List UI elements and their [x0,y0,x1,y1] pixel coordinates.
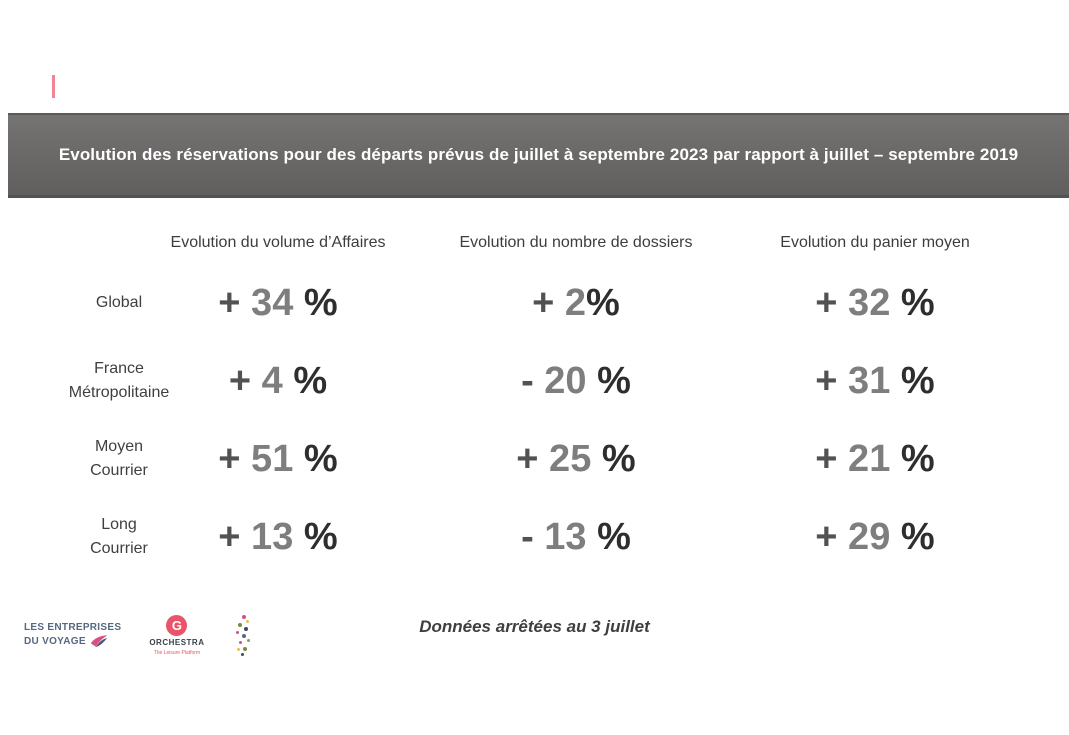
sign: - [521,359,534,402]
value-cell-global-dossiers: + 2% [532,282,620,325]
orchestra-logo: G ORCHESTRA The Leisure Platform [149,615,204,657]
percent-sign: % [293,515,338,558]
value-cell-france-dossiers: - 20 % [521,360,631,403]
column-header-panier-moyen: Evolution du panier moyen [780,234,970,251]
scan-artifact-red-tick [52,75,55,98]
sign: + [815,359,838,402]
title-banner: Evolution des réservations pour des dépa… [8,113,1069,198]
les-entreprises-du-voyage-logo: LES ENTREPRISES DU VOYAGE [24,622,121,651]
row-label-france-metropolitaine: France Métropolitaine [68,360,170,401]
value-number: 20 [533,359,587,402]
value-number: 13 [240,515,294,558]
value-number: 34 [240,281,294,324]
percent-sign: % [586,281,620,324]
percent-sign: % [591,437,636,480]
value-cell-long-volume: + 13 % [218,516,337,559]
value-number: 2 [554,281,587,324]
sign: + [218,515,241,558]
sign: - [521,515,534,558]
percent-sign: % [293,281,338,324]
sign: + [532,281,555,324]
value-cell-moyen-panier: + 21 % [815,438,934,481]
value-cell-france-panier: + 31 % [815,360,934,403]
value-number: 13 [533,515,587,558]
sign: + [228,359,252,402]
row-label-global: Global [95,294,143,311]
value-number: 51 [240,437,294,480]
value-number: 32 [837,281,891,324]
value-number: 4 [251,359,283,402]
sign: + [218,281,241,324]
sign: + [218,437,241,480]
footer-note: Données arrêtées au 3 juillet [419,617,650,636]
value-cell-france-volume: + 4 % [229,360,327,403]
bird-icon [89,634,109,651]
sign: + [516,437,539,480]
row-label-moyen-courrier: Moyen Courrier [90,438,148,479]
value-number: 29 [837,515,891,558]
orchestra-badge-icon: G [166,615,188,636]
value-cell-global-panier: + 32 % [815,282,934,325]
value-number: 21 [837,437,891,480]
value-cell-global-volume: + 34 % [218,282,337,325]
value-cell-long-dossiers: - 13 % [521,516,631,559]
sign: + [815,437,838,480]
row-label-long-courrier: Long Courrier [90,516,148,557]
percent-sign: % [293,437,338,480]
confetti-logo-icon [232,614,256,658]
page-title: Evolution des réservations pour des dépa… [58,145,1019,164]
percent-sign: % [890,437,935,480]
percent-sign: % [890,515,935,558]
footer-logos: LES ENTREPRISES DU VOYAGE G ORCHESTRA Th… [24,610,256,662]
value-number: 31 [837,359,891,402]
percent-sign: % [890,359,935,402]
sign: + [815,515,838,558]
percent-sign: % [282,359,328,402]
stats-table: Evolution du volume d’Affaires Evolution… [40,222,970,576]
column-header-volume-affaires: Evolution du volume d’Affaires [170,234,386,251]
value-cell-long-panier: + 29 % [815,516,934,559]
value-cell-moyen-dossiers: + 25 % [516,438,635,481]
percent-sign: % [586,359,631,402]
column-header-nombre-dossiers: Evolution du nombre de dossiers [459,234,693,251]
percent-sign: % [586,515,631,558]
percent-sign: % [890,281,935,324]
value-cell-moyen-volume: + 51 % [218,438,337,481]
sign: + [815,281,838,324]
value-number: 25 [538,437,592,480]
